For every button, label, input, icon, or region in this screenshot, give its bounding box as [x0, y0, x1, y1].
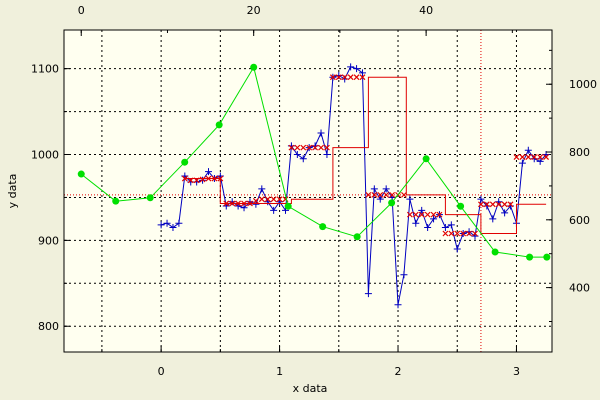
- data-point: [300, 144, 307, 151]
- data-point: [353, 233, 361, 241]
- data-point: [495, 201, 502, 208]
- y-tick-label: 1100: [31, 63, 59, 76]
- data-point: [491, 248, 499, 256]
- series-line: [184, 76, 547, 234]
- data-point: [466, 230, 473, 237]
- data-point: [525, 154, 532, 161]
- x-tick-label: 3: [513, 365, 520, 378]
- data-point: [377, 191, 384, 198]
- data-point: [319, 223, 327, 231]
- data-point: [460, 230, 467, 237]
- data-point: [478, 201, 484, 208]
- data-point: [306, 144, 313, 151]
- data-point: [252, 197, 259, 204]
- right-tick-label: 600: [569, 214, 590, 227]
- grid: [64, 30, 552, 352]
- data-point: [424, 211, 431, 218]
- data-point: [531, 154, 538, 161]
- data-point: [430, 211, 437, 218]
- top-tick-label: 40: [419, 4, 433, 17]
- y-tick-label: 1000: [31, 149, 59, 162]
- series-3: [184, 76, 547, 234]
- data-point: [324, 144, 330, 151]
- data-point: [472, 230, 478, 237]
- data-point: [353, 74, 360, 81]
- top-tick-label: 20: [247, 4, 261, 17]
- data-point: [442, 230, 449, 237]
- axes: 0 1 2 3 0 20 40 800 900 1000 1100 400 600 800 1000: [31, 4, 597, 378]
- data-point: [383, 191, 390, 198]
- data-point: [215, 121, 223, 129]
- data-point: [341, 74, 348, 81]
- series-1: [160, 66, 547, 305]
- data-point: [264, 196, 271, 203]
- x-tick-label: 2: [395, 365, 402, 378]
- data-point: [199, 176, 206, 183]
- data-point: [401, 191, 407, 198]
- data-point: [448, 230, 455, 237]
- data-point: [270, 196, 277, 203]
- y-axis-title: y data: [6, 174, 19, 209]
- data-point: [250, 63, 258, 71]
- data-point: [329, 74, 336, 81]
- data-point: [501, 201, 508, 208]
- data-point: [483, 201, 490, 208]
- data-point: [389, 191, 396, 198]
- data-point: [457, 202, 465, 210]
- data-point: [112, 197, 120, 205]
- data-point: [335, 74, 342, 81]
- data-point: [422, 155, 430, 163]
- data-point: [519, 154, 526, 161]
- x-tick-label: 0: [158, 365, 165, 378]
- x-axis-title: x data: [293, 382, 328, 395]
- data-point: [288, 144, 295, 151]
- data-point: [359, 74, 366, 81]
- series-layer: [77, 63, 551, 309]
- x-tick-label: 1: [276, 365, 283, 378]
- data-point: [406, 211, 413, 218]
- data-point: [507, 201, 514, 208]
- right-tick-label: 800: [569, 146, 590, 159]
- plot-area: [64, 30, 552, 352]
- reference-lines: [64, 30, 552, 352]
- data-point: [489, 201, 496, 208]
- data-point: [543, 253, 551, 261]
- series-4: [77, 63, 551, 261]
- right-tick-label: 1000: [569, 78, 597, 91]
- series-2: [181, 74, 550, 237]
- data-point: [146, 194, 154, 202]
- data-point: [513, 154, 520, 161]
- data-point: [347, 74, 354, 81]
- data-point: [412, 211, 419, 218]
- data-point: [276, 196, 283, 203]
- data-point: [418, 211, 425, 218]
- data-point: [537, 154, 544, 161]
- data-point: [312, 144, 319, 151]
- plot-frame: [63, 29, 553, 353]
- data-point: [454, 230, 461, 237]
- y-tick-label: 800: [38, 320, 59, 333]
- series-line: [160, 66, 547, 305]
- data-point: [543, 154, 550, 161]
- data-point: [258, 196, 265, 203]
- data-point: [294, 144, 301, 151]
- data-point: [365, 191, 372, 198]
- y-tick-label: 900: [38, 234, 59, 247]
- data-point: [284, 202, 292, 210]
- data-point: [318, 144, 324, 151]
- data-point: [181, 158, 189, 166]
- top-tick-label: 0: [78, 4, 85, 17]
- data-point: [371, 191, 378, 198]
- data-point: [388, 199, 396, 207]
- data-point: [77, 170, 85, 178]
- data-point: [436, 211, 443, 218]
- right-tick-label: 400: [569, 282, 590, 295]
- data-point: [526, 253, 534, 261]
